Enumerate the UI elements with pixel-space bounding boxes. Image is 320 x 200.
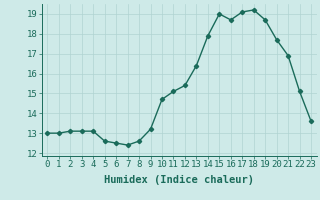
X-axis label: Humidex (Indice chaleur): Humidex (Indice chaleur) xyxy=(104,175,254,185)
